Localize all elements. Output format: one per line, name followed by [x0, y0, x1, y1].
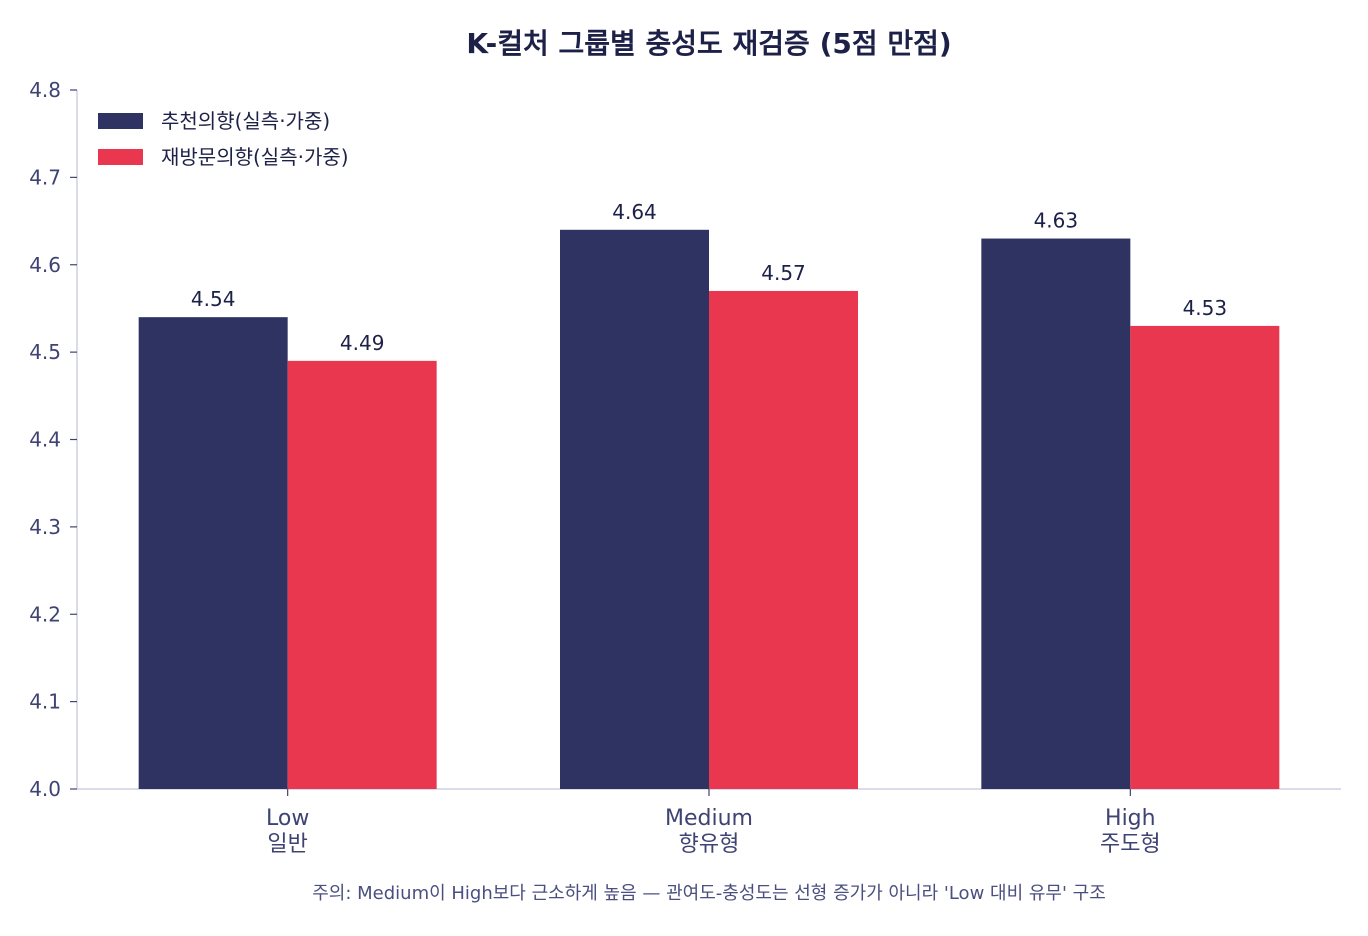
x-tick-label-ko: 향유형	[679, 832, 740, 857]
x-tick-label-ko: 주도형	[1100, 832, 1161, 857]
y-tick-label: 4.6	[29, 253, 61, 277]
y-tick-label: 4.1	[29, 690, 61, 714]
bar-recommend	[138, 317, 288, 789]
bar-value-label: 4.64	[612, 200, 657, 224]
bar-value-label: 4.53	[1183, 296, 1228, 320]
y-tick-label: 4.3	[29, 515, 61, 539]
bar-revisit	[287, 360, 437, 789]
legend-swatch	[98, 149, 143, 165]
y-tick-label: 4.0	[29, 777, 61, 801]
y-tick-label: 4.2	[29, 602, 61, 626]
y-tick-label: 4.7	[29, 165, 61, 189]
legend: 추천의향(실측·가중) 재방문의향(실측·가중)	[98, 109, 349, 169]
chart-note: 주의: Medium이 High보다 근소하게 높음 — 관여도-충성도는 선형…	[312, 883, 1106, 904]
bar-value-label: 4.49	[340, 331, 385, 355]
chart-title: K-컬처 그룹별 충성도 재검증 (5점 만점)	[466, 27, 951, 60]
bar-value-label: 4.63	[1034, 209, 1079, 233]
data-labels: 4.54 4.49 4.64 4.57 4.63 4.53	[191, 200, 1227, 355]
y-tick-label: 4.4	[29, 428, 61, 452]
bar-value-label: 4.57	[761, 261, 806, 285]
legend-label: 추천의향(실측·가중)	[161, 109, 330, 133]
legend-swatch	[98, 113, 143, 129]
x-tick-label: Low	[266, 806, 309, 831]
bar-value-label: 4.54	[191, 287, 236, 311]
bar-revisit	[1130, 325, 1280, 789]
bar-recommend	[560, 229, 709, 790]
x-tick-label: High	[1105, 806, 1156, 831]
y-tick-label: 4.8	[29, 78, 61, 102]
bars	[138, 229, 1280, 790]
x-tick-label: Medium	[665, 806, 753, 831]
x-tick-label-ko: 일반	[267, 832, 307, 857]
bar-revisit	[709, 290, 858, 789]
y-tick-label: 4.5	[29, 340, 61, 364]
legend-label: 재방문의향(실측·가중)	[161, 145, 349, 169]
bar-recommend	[981, 238, 1131, 790]
